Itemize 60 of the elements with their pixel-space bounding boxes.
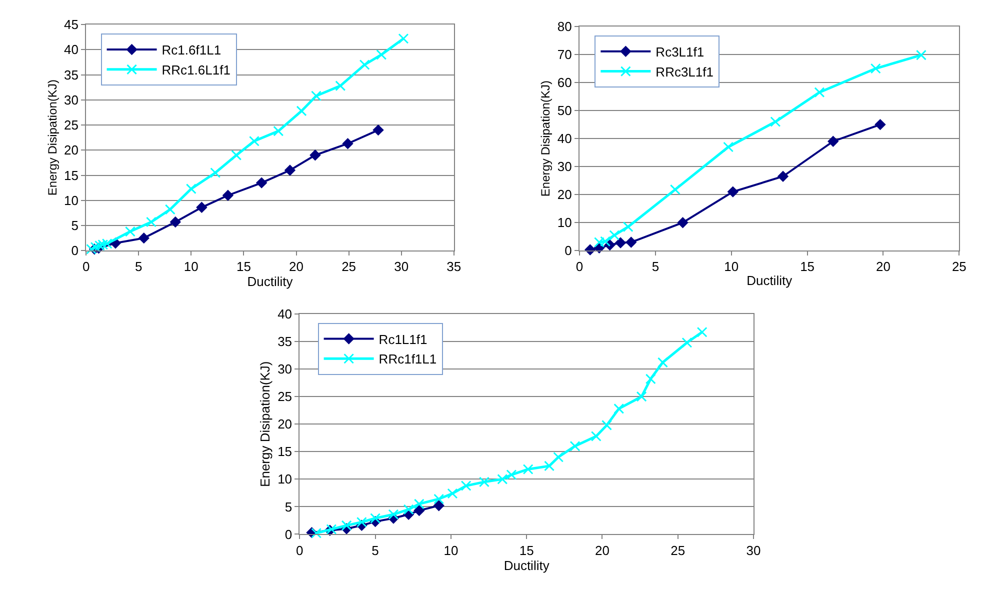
legend-label: RRc3L1f1 [656,64,714,80]
y-tick-label: 30 [64,92,78,108]
y-tick-label: 0 [564,243,572,258]
y-tick-label: 20 [64,142,78,158]
x-tick-label: 0 [576,259,584,274]
legend-label: Rc1L1f1 [378,332,428,347]
y-tick-label: 25 [278,389,292,404]
x-tick-label: 15 [236,259,251,274]
y-tick-label: 10 [64,192,78,208]
x-tick-label: 35 [446,259,462,274]
legend-label: Rc3L1f1 [656,44,704,60]
x-tick-label: 10 [444,542,458,558]
y-tick-label: 50 [557,103,572,118]
x-tick-label: 25 [342,259,356,274]
x-axis-title: Ductility [247,274,294,290]
x-tick-label: 25 [952,259,966,274]
y-tick-label: 0 [284,526,292,542]
y-tick-label: 10 [278,472,292,487]
y-tick-label: 80 [557,19,572,34]
y-tick-label: 0 [71,243,78,258]
x-axis-title: Ductility [746,272,793,288]
y-tick-label: 40 [64,42,78,58]
legend-label: RRc1f1L1 [378,352,437,367]
x-tick-label: 5 [652,259,660,274]
x-tick-label: 15 [800,259,815,274]
x-tick-label: 0 [296,542,304,558]
y-tick-label: 10 [557,215,572,230]
x-tick-label: 10 [184,259,198,274]
x-tick-label: 20 [876,259,890,274]
x-tick-label: 30 [394,259,409,274]
y-tick-label: 60 [557,75,572,90]
x-tick-label: 5 [372,542,379,558]
legend-label: Rc1.6f1L1 [162,42,222,58]
x-axis-title: Ductility [504,558,550,573]
x-tick-label: 10 [724,259,739,274]
y-tick-label: 40 [557,131,572,146]
y-tick-label: 45 [64,17,78,32]
y-tick-label: 30 [557,159,572,174]
x-tick-label: 30 [746,542,761,558]
y-tick-label: 35 [278,334,292,350]
y-axis-title: Energy Disipation(KJ) [538,80,553,197]
y-axis-title: Energy Disipation(KJ) [45,80,60,196]
y-tick-label: 5 [71,218,78,234]
y-tick-label: 25 [64,118,78,133]
x-tick-label: 25 [670,542,686,558]
x-tick-label: 5 [135,259,142,274]
y-tick-label: 35 [64,67,78,82]
x-tick-label: 0 [82,259,90,274]
y-tick-label: 20 [557,187,572,202]
y-tick-label: 30 [278,362,292,377]
y-tick-label: 15 [64,168,78,183]
y-axis-title: Energy Disipation(KJ) [258,361,273,487]
y-tick-label: 20 [278,416,292,432]
y-tick-label: 40 [278,306,292,322]
legend-label: RRc1.6L1f1 [162,62,230,78]
y-tick-label: 15 [278,444,292,460]
y-tick-label: 70 [557,47,572,62]
x-tick-label: 20 [595,542,610,558]
x-tick-label: 15 [519,542,534,558]
y-tick-label: 5 [284,499,292,514]
